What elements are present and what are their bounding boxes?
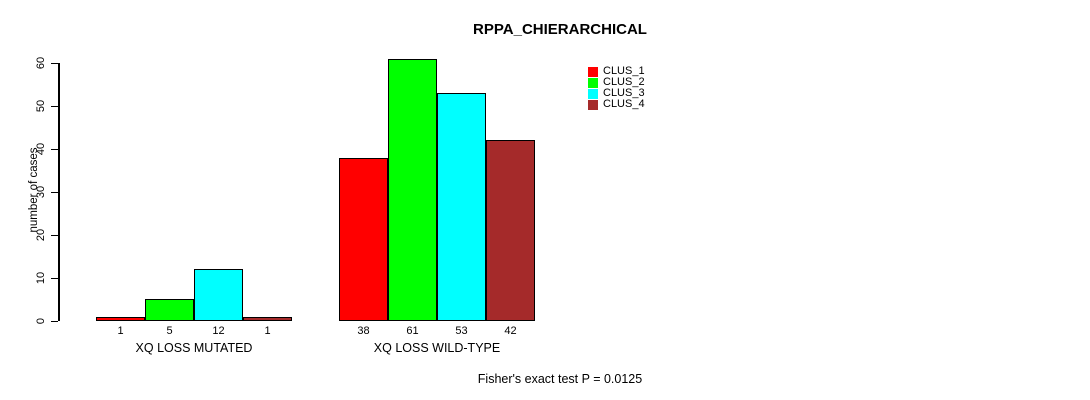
y-axis-tick: [51, 234, 58, 236]
bar-clus_1-group1: [96, 317, 145, 321]
legend-item-clus-4: CLUS_4: [588, 99, 645, 110]
fisher-test-annotation: Fisher's exact test P = 0.0125: [477, 372, 643, 386]
bar-clus_4-group2: [486, 140, 535, 321]
bar-value-label: 38: [357, 325, 370, 337]
bar-value-label: 1: [117, 325, 124, 337]
y-axis-tick-label: 60: [35, 56, 47, 70]
bar-value-label: 42: [504, 325, 517, 337]
x-category-label-wild-type: XQ LOSS WILD-TYPE: [373, 341, 501, 355]
legend-label-clus-1: CLUS_1: [603, 65, 645, 77]
y-axis-tick: [51, 148, 58, 150]
bar-clus_1-group2: [339, 158, 388, 321]
y-axis-tick: [51, 277, 58, 279]
bar-value-label: 53: [455, 325, 468, 337]
bar-value-label: 61: [406, 325, 419, 337]
y-axis-tick-label: 10: [35, 271, 47, 285]
legend-swatch-clus-3-icon: [588, 88, 598, 99]
legend-swatch-clus-2-icon: [588, 77, 598, 88]
legend: CLUS_1 CLUS_2 CLUS_3 CLUS_4: [588, 66, 645, 110]
x-category-label-mutated: XQ LOSS MUTATED: [135, 341, 253, 355]
y-axis-tick-label: 40: [35, 142, 47, 156]
y-axis-tick: [51, 320, 58, 322]
bar-clus_4-group1: [243, 317, 292, 321]
y-axis-tick: [51, 191, 58, 193]
legend-swatch-clus-1-icon: [588, 66, 598, 77]
y-axis-tick-label: 0: [35, 317, 47, 325]
bar-clus_3-group2: [437, 93, 486, 321]
bar-clus_2-group1: [145, 299, 194, 321]
y-axis-tick: [51, 62, 58, 64]
y-axis-tick: [51, 105, 58, 107]
bar-value-label: 1: [264, 325, 271, 337]
legend-label-clus-2: CLUS_2: [603, 76, 645, 88]
legend-label-clus-4: CLUS_4: [603, 98, 645, 110]
legend-item-clus-1: CLUS_1: [588, 66, 645, 77]
y-axis-tick-label: 20: [35, 228, 47, 242]
legend-item-clus-2: CLUS_2: [588, 77, 645, 88]
y-axis-line: [58, 63, 60, 321]
bar-value-label: 12: [212, 325, 225, 337]
y-axis-tick-label: 50: [35, 99, 47, 113]
legend-swatch-clus-4-icon: [588, 99, 598, 110]
bar-clus_3-group1: [194, 269, 243, 321]
legend-label-clus-3: CLUS_3: [603, 87, 645, 99]
bar-clus_2-group2: [388, 59, 437, 321]
legend-item-clus-3: CLUS_3: [588, 88, 645, 99]
y-axis-tick-label: 30: [35, 185, 47, 199]
bar-value-label: 5: [166, 325, 173, 337]
chart-title: RPPA_CHIERARCHICAL: [473, 21, 647, 38]
